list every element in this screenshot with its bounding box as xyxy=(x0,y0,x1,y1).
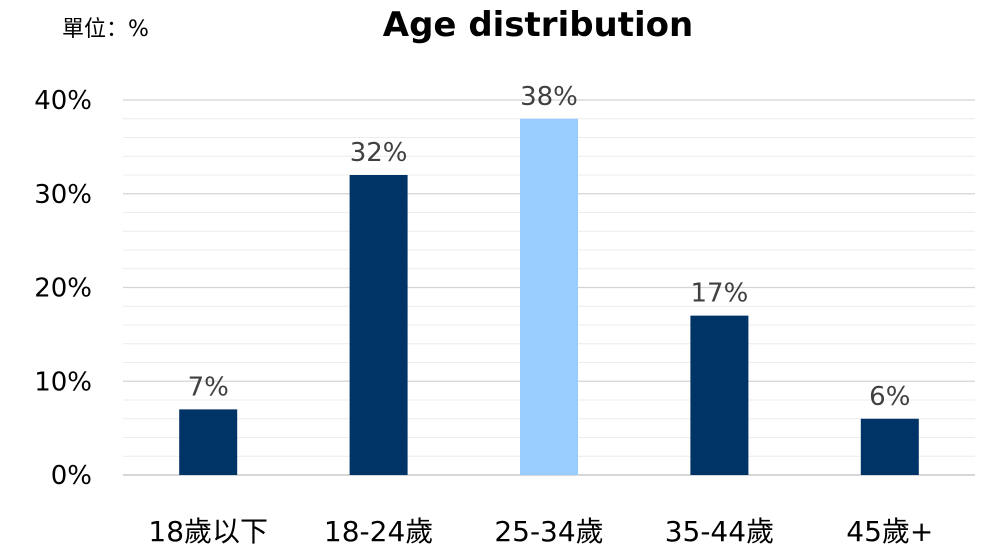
bar xyxy=(860,418,919,475)
data-label: 32% xyxy=(350,138,408,168)
bars xyxy=(179,118,919,475)
data-labels: 7% 32% 38% 17% 6% xyxy=(188,82,911,412)
y-axis: 0% 10% 20% 30% 40% xyxy=(34,86,92,491)
data-label: 6% xyxy=(869,382,910,412)
y-tick-label: 40% xyxy=(34,86,92,116)
bar xyxy=(179,409,238,475)
x-tick-label: 18-24歲 xyxy=(324,515,433,548)
bar xyxy=(690,315,749,475)
data-label: 7% xyxy=(188,372,229,402)
chart-title: Age distribution xyxy=(383,5,693,45)
y-tick-label: 10% xyxy=(34,367,92,397)
bar xyxy=(349,175,408,475)
bar xyxy=(520,118,578,475)
x-tick-label: 18歲以下 xyxy=(148,515,268,548)
y-tick-label: 30% xyxy=(34,180,92,210)
x-tick-label: 35-44歲 xyxy=(665,515,774,548)
data-label: 38% xyxy=(520,82,578,112)
unit-label: 單位：% xyxy=(62,17,149,42)
x-tick-label: 25-34歲 xyxy=(494,515,603,548)
data-label: 17% xyxy=(691,279,749,309)
x-axis: 18歲以下 18-24歲 25-34歲 35-44歲 45歲+ xyxy=(148,515,933,548)
x-tick-label: 45歲+ xyxy=(846,515,933,548)
y-tick-label: 20% xyxy=(34,274,92,304)
y-tick-label: 0% xyxy=(51,461,92,491)
